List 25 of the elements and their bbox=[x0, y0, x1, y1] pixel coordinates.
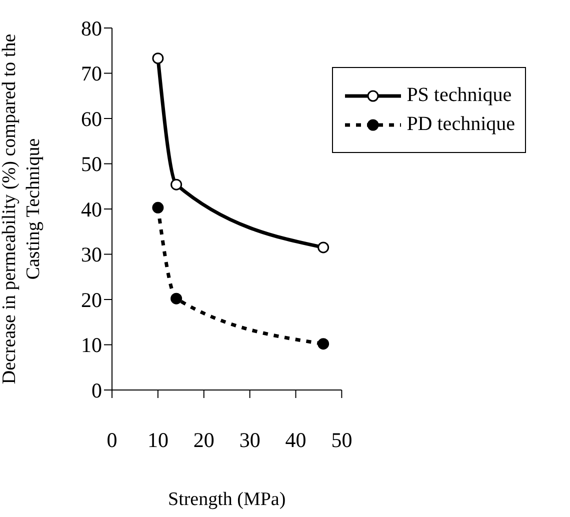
y-tick-label: 30 bbox=[81, 242, 102, 267]
x-tick-label: 40 bbox=[285, 428, 306, 452]
point bbox=[318, 338, 330, 350]
x-tick-label: 10 bbox=[147, 428, 168, 452]
legend-label: PS technique bbox=[406, 84, 512, 107]
x-tick-label: 30 bbox=[239, 428, 260, 452]
point bbox=[318, 242, 330, 254]
x-tick-label: 20 bbox=[193, 428, 214, 452]
x-tick-label: 50 bbox=[331, 428, 352, 452]
point bbox=[170, 292, 182, 304]
point bbox=[152, 52, 164, 64]
y-tick-label: 10 bbox=[81, 333, 102, 358]
y-tick-label: 50 bbox=[81, 152, 102, 176]
point bbox=[170, 178, 182, 190]
y-tick-label: 40 bbox=[81, 197, 102, 222]
point bbox=[152, 202, 164, 214]
x-tick-label: 0 bbox=[106, 428, 118, 452]
y-axis-title: Decrease in permeability (%) compared to the Casting Technique bbox=[0, 32, 45, 386]
y-tick-label: 70 bbox=[81, 62, 102, 86]
y-tick-label: 0 bbox=[92, 378, 102, 402]
legend-label: PD technique bbox=[406, 113, 515, 136]
y-tick-label: 60 bbox=[81, 106, 102, 131]
y-tick-label: 80 bbox=[81, 16, 102, 40]
y-tick-label: 20 bbox=[81, 288, 102, 312]
x-axis-title: Strength (MPa) bbox=[168, 489, 286, 510]
